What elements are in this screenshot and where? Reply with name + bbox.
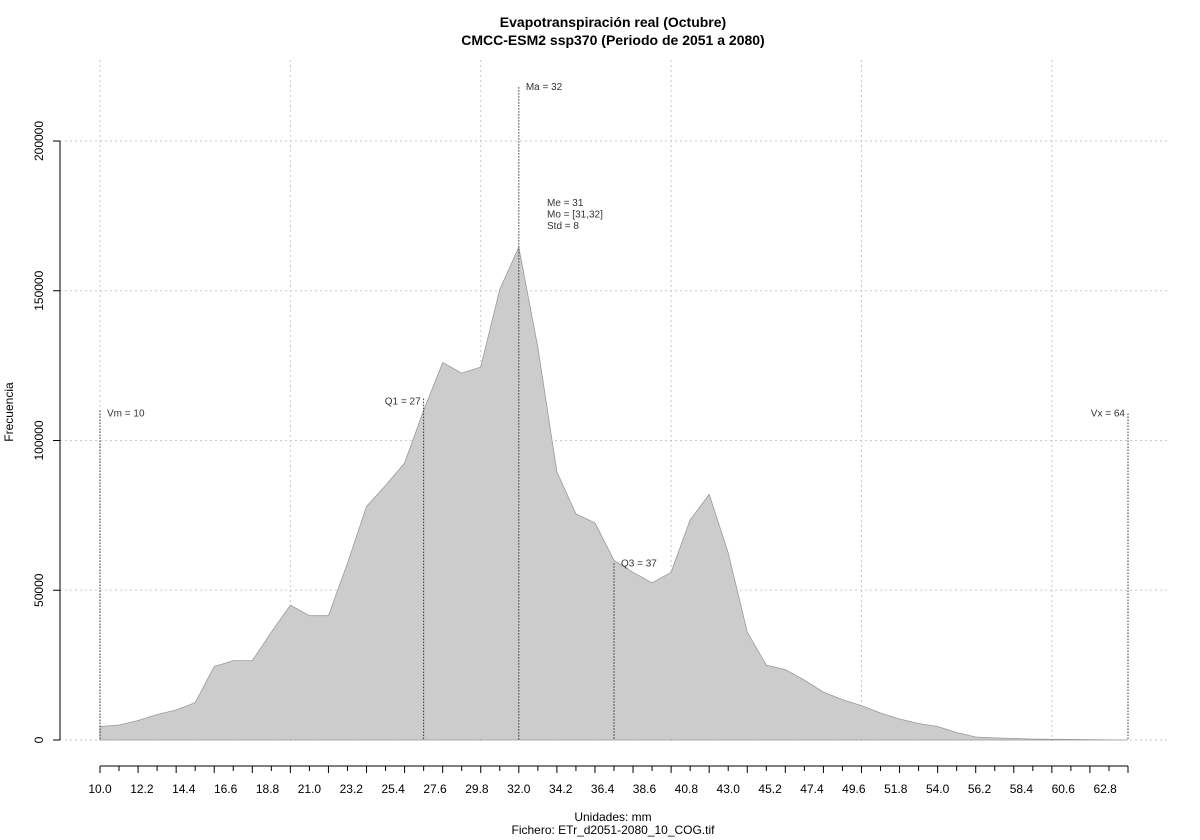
annotation-label: Ma = 32: [526, 82, 563, 93]
x-tick-label: 36.4: [591, 782, 615, 796]
x-tick-label: 43.0: [717, 782, 741, 796]
area-layer: [99, 245, 1129, 741]
stats-label: Me = 31: [547, 198, 584, 209]
annotation-label: Q1 = 27: [385, 397, 421, 408]
x-tick-label: 54.0: [926, 782, 950, 796]
x-axis-label: Unidades: mm: [574, 810, 651, 824]
y-tick-label: 200000: [32, 121, 46, 161]
stats-label: Mo = [31,32]: [547, 210, 603, 221]
file-footer-label: Fichero: ETr_d2051-2080_10_COG.tif: [512, 823, 716, 837]
x-tick-label: 12.2: [130, 782, 154, 796]
annotation-layer: Vm = 10 Q1 = 27 Ma = 32 Q3 = 37 Vx = 64 Me = …: [99, 82, 1129, 740]
x-tick-label: 60.6: [1052, 782, 1076, 796]
axis-layer: 0 50000 100000 150000 200000 10.0 12.2 14.4 16.6…: [32, 121, 1129, 796]
x-tick-label: 25.4: [381, 782, 405, 796]
y-tick-label: 50000: [32, 573, 46, 607]
x-tick-label: 62.8: [1093, 782, 1117, 796]
x-tick-label: 10.0: [88, 782, 112, 796]
x-tick-label: 47.4: [800, 782, 824, 796]
x-tick-label: 56.2: [968, 782, 992, 796]
x-tick-label: 32.0: [507, 782, 531, 796]
x-tick-label: 29.8: [465, 782, 489, 796]
y-tick-label: 0: [32, 736, 46, 743]
x-tick-label: 18.8: [256, 782, 280, 796]
y-tick-label: 150000: [32, 270, 46, 310]
x-tick-label: 27.6: [423, 782, 447, 796]
x-tick-label: 34.2: [549, 782, 573, 796]
annotation-label: Vm = 10: [107, 409, 145, 420]
x-tick-label: 38.6: [633, 782, 657, 796]
x-tick-label: 58.4: [1010, 782, 1034, 796]
annotation-label: Q3 = 37: [621, 558, 657, 569]
stats-label: Std = 8: [547, 221, 579, 232]
y-tick-label: 100000: [32, 420, 46, 460]
x-tick-label: 45.2: [758, 782, 782, 796]
x-tick-label: 23.2: [340, 782, 364, 796]
x-tick-label: 14.4: [172, 782, 196, 796]
frequency-area: [99, 245, 1129, 741]
annotation-label: Vx = 64: [1091, 409, 1126, 420]
chart-subtitle: CMCC-ESM2 ssp370 (Periodo de 2051 a 2080…: [461, 32, 764, 48]
y-axis-label: Frecuencia: [2, 382, 16, 442]
x-tick-label: 40.8: [675, 782, 699, 796]
x-tick-label: 21.0: [298, 782, 322, 796]
x-tick-label: 51.8: [884, 782, 908, 796]
x-tick-label: 16.6: [214, 782, 238, 796]
chart-title: Evapotranspiración real (Octubre): [500, 14, 726, 30]
x-tick-label: 49.6: [842, 782, 866, 796]
text-layer: Evapotranspiración real (Octubre) CMCC-E…: [2, 14, 765, 837]
